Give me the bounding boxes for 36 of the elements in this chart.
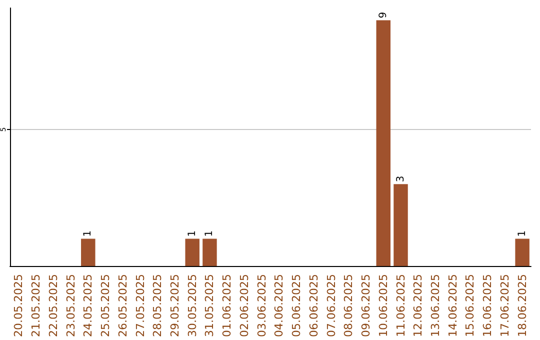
x-tick-label: 15.06.2025 (464, 274, 477, 338)
x-tick-label: 16.06.2025 (481, 274, 494, 338)
x-tick-label: 20.05.2025 (12, 274, 26, 338)
x-tick-label: 10.06.2025 (376, 274, 390, 338)
x-tick-label: 08.06.2025 (342, 274, 356, 338)
x-tick-label: 06.06.2025 (307, 274, 320, 338)
x-tick-label: 01.06.2025 (220, 274, 234, 338)
data-label: 1 (204, 230, 216, 237)
x-tick-label: 12.06.2025 (412, 274, 425, 338)
x-tick-label: 26.05.2025 (116, 274, 130, 338)
x-tick-label: 22.05.2025 (46, 274, 60, 338)
x-tick-label: 25.05.2025 (99, 274, 112, 338)
x-tick-label: 23.05.2025 (64, 274, 78, 338)
x-tick-label: 18.06.2025 (516, 274, 529, 338)
data-label: 1 (516, 230, 528, 237)
x-tick-label: 14.06.2025 (446, 274, 460, 338)
x-tick-label: 28.05.2025 (151, 274, 164, 338)
x-tick-label: 24.05.2025 (82, 274, 95, 338)
data-label: 1 (186, 230, 198, 237)
x-tick-label: 29.05.2025 (168, 274, 182, 338)
x-tick-label: 17.06.2025 (498, 274, 512, 338)
x-tick-label: 27.05.2025 (134, 274, 147, 338)
x-tick-label: 04.06.2025 (272, 274, 286, 338)
x-tick-label: 30.05.2025 (186, 274, 199, 338)
x-tick-label: 03.06.2025 (255, 274, 268, 338)
x-tick-label: 11.06.2025 (394, 274, 408, 338)
data-label: 9 (378, 12, 389, 18)
data-label: 3 (395, 176, 406, 182)
x-tick-label: 02.06.2025 (238, 274, 251, 338)
x-tick-label: 21.05.2025 (30, 274, 43, 338)
data-label: 1 (82, 230, 94, 237)
x-tick-label: 31.05.2025 (203, 274, 216, 338)
x-tick-label: 13.06.2025 (428, 274, 442, 338)
x-tick-label: 07.06.2025 (324, 274, 338, 338)
x-tick-label: 09.06.2025 (360, 274, 373, 338)
x-tick-label: 05.06.2025 (290, 274, 304, 338)
